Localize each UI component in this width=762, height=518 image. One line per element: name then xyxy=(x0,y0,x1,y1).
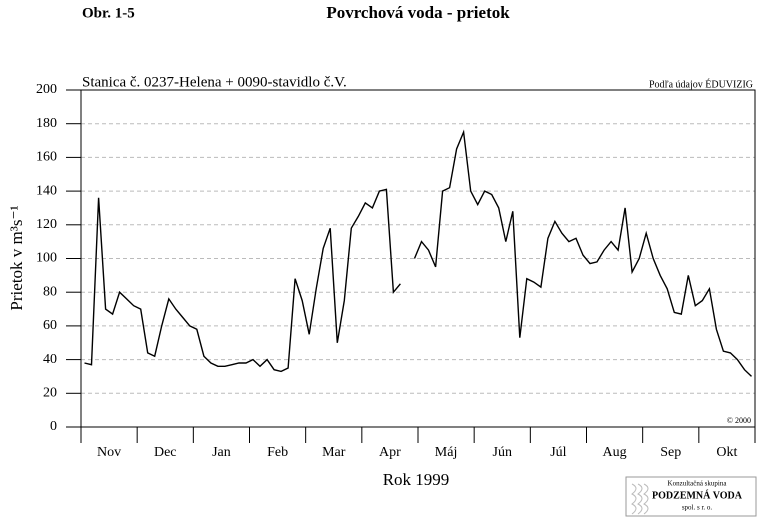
flow-line xyxy=(84,188,401,373)
x-tick-label: Dec xyxy=(154,445,177,460)
logo-icon xyxy=(631,483,649,515)
y-tick-label: 40 xyxy=(43,352,57,367)
y-tick-label: 180 xyxy=(36,116,57,131)
x-tick-label: Jún xyxy=(493,445,512,460)
x-tick-label: Júl xyxy=(550,445,566,460)
y-tick-label: 200 xyxy=(36,82,57,97)
x-tick-label: Mar xyxy=(322,445,346,460)
x-axis-label: Rok 1999 xyxy=(383,470,450,489)
y-tick-label: 120 xyxy=(36,217,57,232)
logo-text: Konzultačná skupina xyxy=(668,480,728,488)
logo: Konzultačná skupina PODZEMNÁ VODA spol. … xyxy=(625,476,757,517)
logo-text: spol. s r. o. xyxy=(682,504,713,512)
flow-line xyxy=(413,129,752,377)
x-tick-label: Sep xyxy=(660,445,681,460)
x-tick-label: Máj xyxy=(435,445,458,460)
y-tick-label: 100 xyxy=(36,251,57,266)
y-axis-label: Prietok v m³s⁻¹ xyxy=(7,205,26,310)
y-tick-label: 160 xyxy=(36,150,57,165)
y-tick-label: 0 xyxy=(50,419,57,434)
copyright: © 2000 xyxy=(727,416,751,425)
x-tick-label: Nov xyxy=(97,445,121,460)
x-tick-label: Apr xyxy=(379,445,401,460)
logo-text: PODZEMNÁ VODA xyxy=(652,489,743,501)
y-tick-label: 140 xyxy=(36,183,57,198)
chart-title: Povrchová voda - prietok xyxy=(326,3,510,22)
y-tick-label: 60 xyxy=(43,318,57,333)
source-note: Podľa údajov ÉDUVIZIG xyxy=(649,78,753,90)
x-tick-label: Jan xyxy=(212,445,231,460)
x-tick-label: Okt xyxy=(716,445,737,460)
x-tick-label: Aug xyxy=(603,445,627,460)
y-tick-label: 20 xyxy=(43,386,57,401)
x-tick-label: Feb xyxy=(267,445,288,460)
figure-label: Obr. 1-5 xyxy=(82,5,135,21)
subtitle: Stanica č. 0237-Helena + 0090-stavidlo č… xyxy=(82,74,347,90)
y-tick-label: 80 xyxy=(43,284,57,299)
